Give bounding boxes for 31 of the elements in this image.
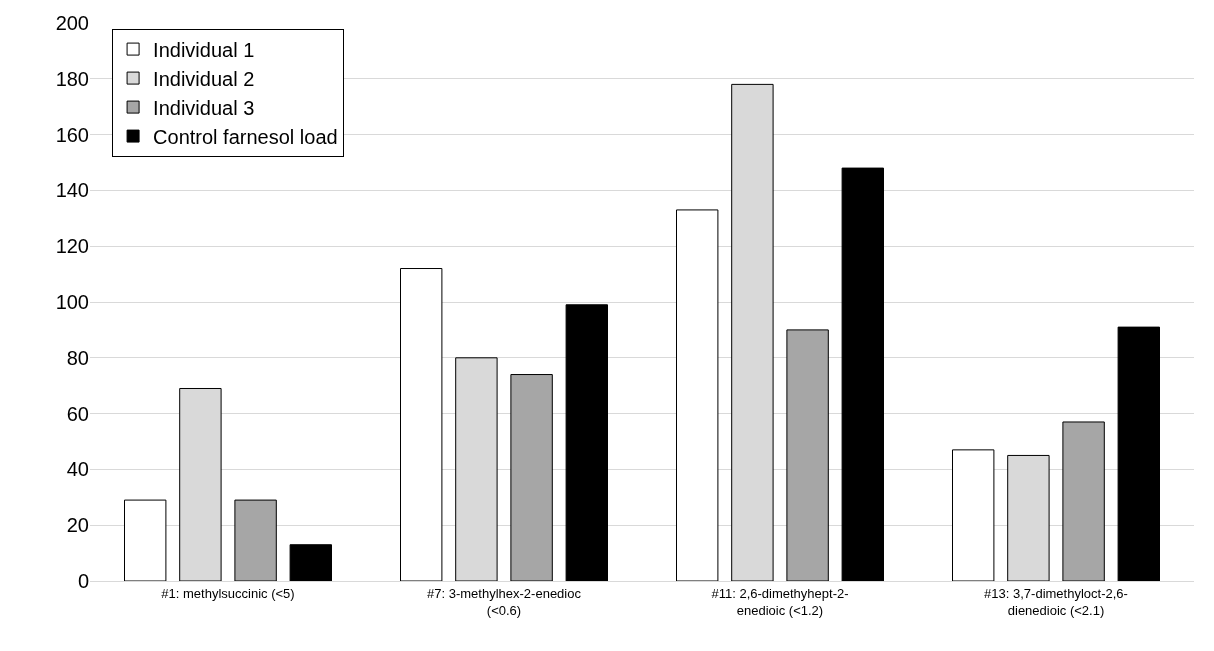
bar: [952, 449, 995, 581]
y-tick-label: 0: [77, 570, 89, 592]
bar: [510, 374, 553, 581]
bar: [786, 329, 829, 581]
y-tick-label: 100: [55, 291, 89, 313]
x-tick-label: #11: 2,6-dimethyhept-2-enedioic (<1.2): [711, 585, 849, 618]
bar: [124, 499, 167, 581]
bar: [1117, 326, 1160, 581]
y-tick-label: 160: [55, 123, 89, 146]
legend-label: Individual 1: [153, 38, 255, 61]
bar: [289, 544, 332, 581]
legend-label: Individual 3: [153, 96, 255, 119]
legend-label: Individual 2: [153, 67, 255, 90]
x-tick-label: #1: methylsuccinic (<5): [161, 585, 295, 601]
y-tick-label: 40: [66, 458, 89, 481]
y-tick-label: 200: [55, 12, 89, 34]
bar: [234, 499, 277, 581]
bar: [841, 167, 884, 581]
y-tick-label: 180: [55, 67, 89, 90]
bar: [400, 268, 443, 581]
y-tick-label: 60: [66, 402, 89, 425]
y-tick-label: 20: [66, 514, 89, 537]
legend-label: Control farnesol load: [153, 125, 338, 148]
bar: [676, 209, 719, 581]
x-tick-label: #7: 3-methylhex-2-enedioc (<0.6): [427, 585, 582, 618]
y-tick-label: 80: [66, 346, 89, 369]
bar: [1062, 421, 1105, 581]
y-tick-label: 120: [55, 235, 89, 258]
bar: [565, 304, 608, 581]
y-tick-label: 140: [55, 179, 89, 202]
x-tick-label: #13: 3,7-dimethyloct-2,6-dienedioic (<2.1): [984, 585, 1128, 618]
